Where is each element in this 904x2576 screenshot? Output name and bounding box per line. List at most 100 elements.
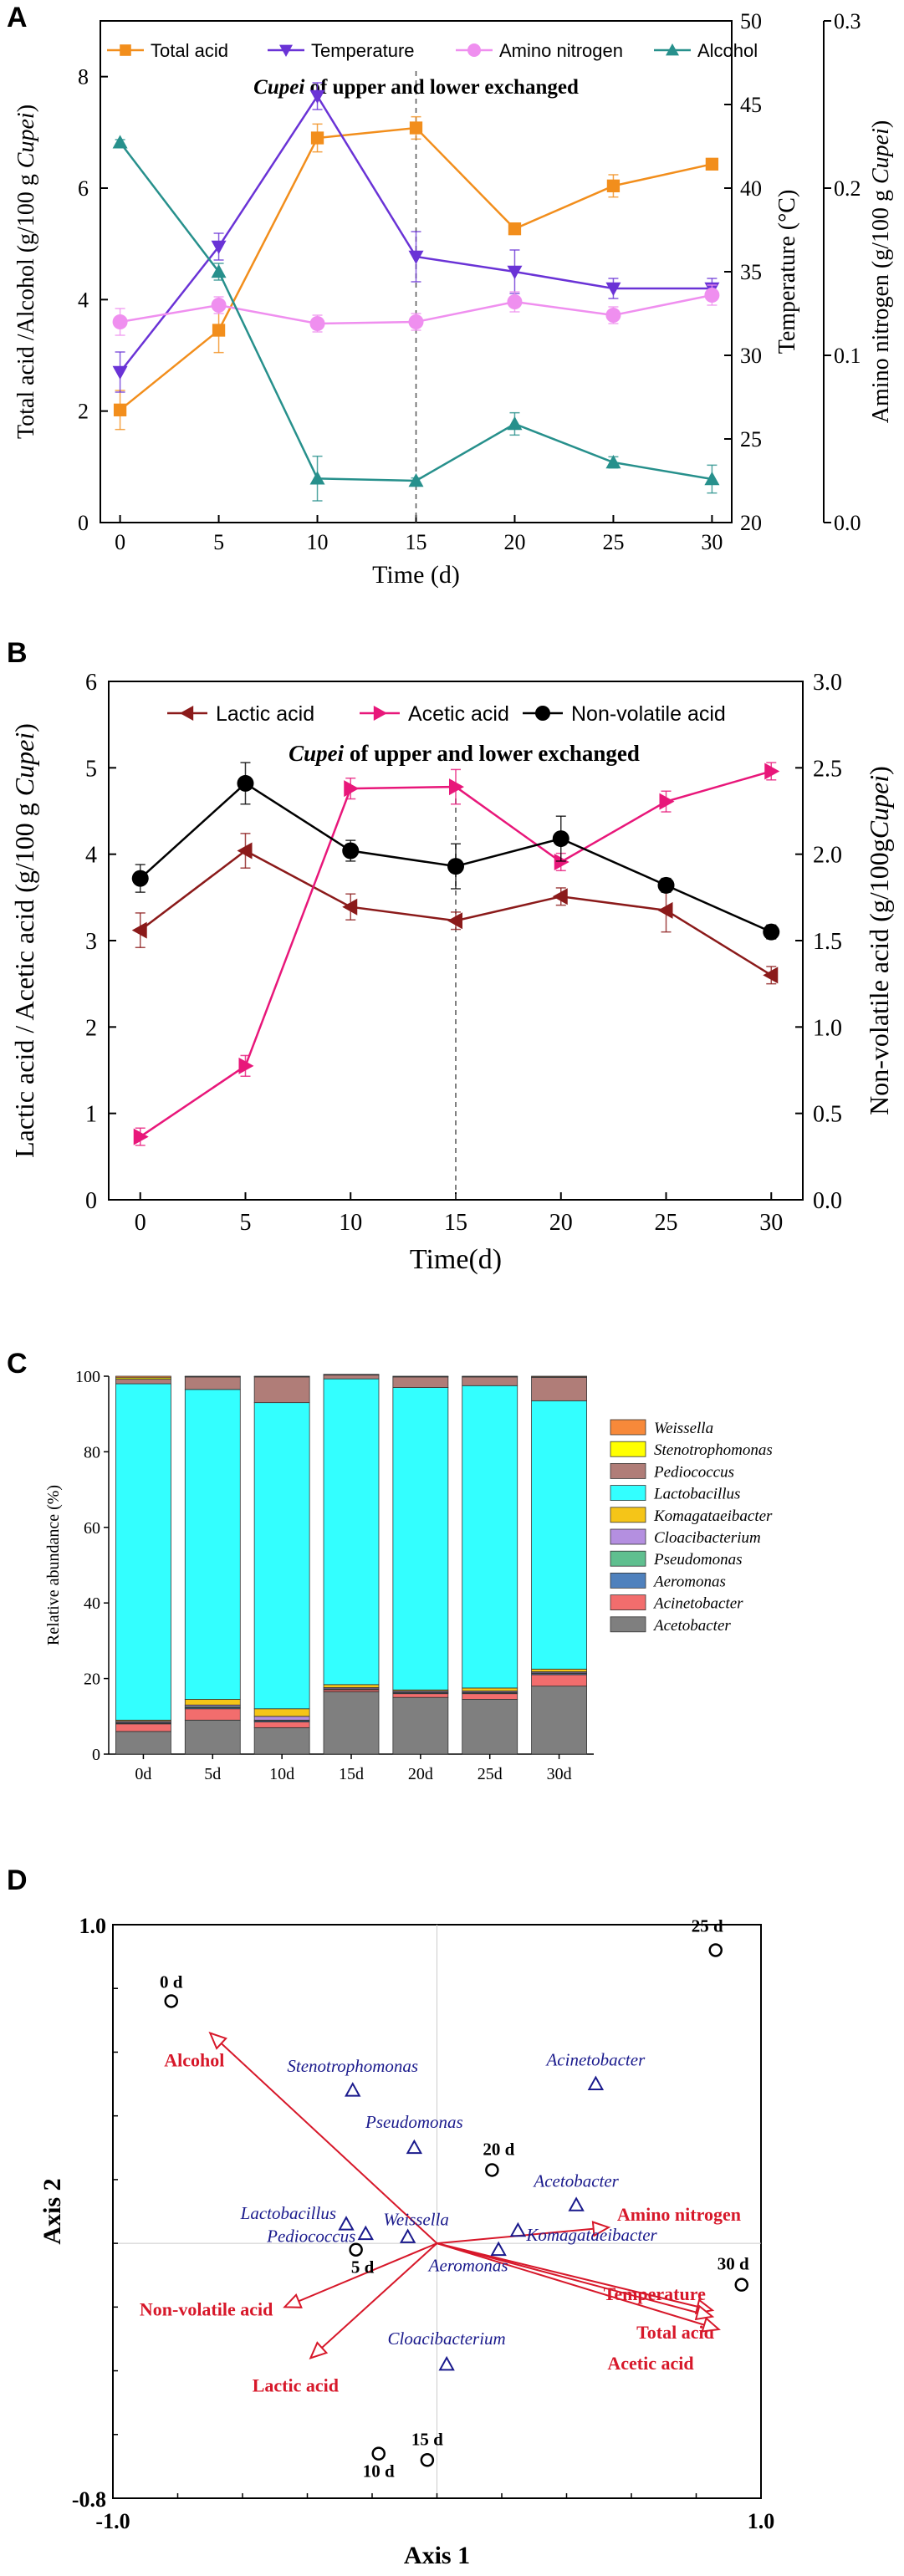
env-arrowhead-non-volatile-acid [283, 2293, 303, 2308]
sample-point-10d [371, 2446, 386, 2461]
y-tick-label: 0 [92, 1746, 100, 1764]
bar-segment-acetobacter [323, 1691, 380, 1755]
y2-tick-label: 45 [740, 93, 762, 117]
y-tick-label: 6 [78, 176, 89, 201]
total-acid-point [310, 131, 324, 145]
bar-segment-acetobacter [184, 1719, 241, 1755]
total-acid-point [113, 403, 127, 416]
y-tick-label: 20 [84, 1671, 100, 1689]
legend-swatch-weissella [610, 1419, 646, 1436]
legend-label-non-volatile-acid: Non-volatile acid [571, 702, 726, 726]
acetic-acid-point [659, 793, 675, 810]
legend-label-acinetobacter: Acinetobacter [652, 1595, 743, 1613]
x-tick-label: 10 [339, 1210, 362, 1236]
y-tick-label: 3 [85, 929, 97, 955]
legend-marker-temperature [279, 44, 293, 57]
x-tick-label: 5 [213, 530, 224, 554]
y3-tick-label: 0.3 [834, 9, 861, 33]
y3-axis-title-part: ) [868, 120, 894, 128]
non-volatile-acid-point [447, 858, 464, 875]
y-tick-label: 4 [78, 288, 89, 312]
y2-tick-label: 40 [740, 176, 762, 201]
x-tick-label: 5d [204, 1765, 221, 1783]
total-acid-point [409, 121, 423, 135]
env-label-alcohol: Alcohol [164, 2050, 224, 2071]
lactic-acid-point [342, 898, 358, 916]
annotation: Cupei of upper and lower exchanged [289, 741, 640, 766]
bar-segment-acetobacter [531, 1686, 587, 1755]
x-tick-label: 15d [339, 1765, 364, 1783]
legend-label-cloacibacterium: Cloacibacterium [654, 1529, 761, 1547]
y2-tick-label: 1.5 [813, 929, 842, 955]
bar-segment-komagataeibacter [462, 1687, 518, 1691]
temperature-point [112, 365, 128, 380]
acetic-acid-point [344, 780, 360, 798]
x-tick-label: 30 [701, 530, 723, 554]
y-axis-title: Relative abundance (%) [44, 1485, 63, 1645]
amino-nitrogen-point [507, 294, 523, 309]
bar-segment-acinetobacter [392, 1693, 449, 1698]
y-tick-label: 0 [85, 1188, 97, 1214]
sample-label-25d: 25 d [692, 1915, 723, 1936]
non-volatile-acid-point [237, 774, 254, 792]
temperature-point [408, 250, 424, 264]
y-tick-label: 100 [75, 1368, 100, 1386]
legend-label-amino-nitrogen: Amino nitrogen [499, 40, 623, 61]
amino-nitrogen-point [309, 316, 325, 331]
legend-label-lactic-acid: Lactic acid [216, 702, 314, 726]
species-marker-pediococcus [357, 2225, 374, 2241]
legend-label-aeromonas: Aeromonas [652, 1573, 726, 1590]
bar-segment-pediococcus [323, 1375, 380, 1380]
bar-segment-acinetobacter [253, 1722, 310, 1728]
y2-axis-title-part: ) [864, 766, 894, 775]
legend-label-pseudomonas: Pseudomonas [653, 1551, 743, 1569]
sample-label-15d: 15 d [411, 2429, 443, 2449]
legend-label-weissella: Weissella [654, 1420, 713, 1437]
annotation-italic: Cupei [289, 741, 345, 766]
y-tick-label: 6 [85, 670, 97, 696]
x-tick-label: 20 [549, 1210, 573, 1236]
sample-label-30d: 30 d [718, 2254, 749, 2274]
species-label-acetobacter: Acetobacter [532, 2170, 619, 2191]
panel-label-c: C [7, 1348, 28, 1380]
env-label-acetic-acid: Acetic acid [607, 2353, 693, 2374]
total-acid-point [508, 222, 522, 236]
x-axis-title: Time (d) [372, 561, 460, 589]
non-volatile-acid-point [552, 830, 569, 848]
y-tick-label: 80 [84, 1443, 100, 1461]
bar-segment-acetobacter [462, 1699, 518, 1755]
panel-b-chart: B 0 1 2 3 4 5 6 0.0 0.5 1.0 1.5 2.0 2.5 3.0 0 5 10 15 20 25 3… [7, 637, 894, 1275]
y-tick-label: 4 [85, 843, 97, 869]
acetic-acid-point [554, 853, 569, 870]
bar-segment-weissella [531, 1375, 587, 1378]
annotation-rest: of upper and lower exchanged [304, 76, 579, 99]
non-volatile-acid-point [342, 842, 360, 860]
bar-segment-acinetobacter [184, 1708, 241, 1721]
lactic-acid-point [237, 842, 253, 860]
amino-nitrogen-point [408, 314, 424, 329]
lactic-acid-point [131, 921, 147, 939]
y2-tick-label: 2.0 [813, 843, 842, 869]
bar-segment-pediococcus [462, 1376, 518, 1386]
panel-label-d: D [7, 1864, 28, 1896]
species-label-aeromonas: Aeromonas [427, 2256, 508, 2276]
bar-segment-lactobacillus [184, 1389, 241, 1700]
bar-segment-lactobacillus [462, 1385, 518, 1689]
y2-tick-label: 3.0 [813, 670, 842, 696]
x-axis-title: Axis 1 [404, 2542, 470, 2569]
panel-d-chart: D 1.0 -0.8-1.0 1.0 Axis 1 Axis 2 Alcohol Amino … [7, 1864, 774, 2569]
annotation-rest: of upper and lower exchanged [344, 741, 640, 766]
legend-marker-acetic-acid [373, 706, 387, 721]
y3-tick-label: 0.0 [834, 511, 861, 535]
bar-segment-acetobacter [392, 1696, 449, 1755]
alcohol-point [605, 455, 621, 469]
legend-marker-lactic-acid [180, 706, 194, 721]
bar-segment-komagataeibacter [184, 1699, 241, 1706]
panel-label-a: A [7, 2, 28, 33]
sample-label-5d: 5 d [351, 2257, 375, 2278]
sample-label-0d: 0 d [160, 1972, 183, 1992]
lactic-acid-point [552, 888, 568, 905]
panel-label-b: B [7, 637, 28, 669]
x-tick-label: 25 [602, 530, 624, 554]
y-tick-label: -0.8 [72, 2487, 106, 2512]
